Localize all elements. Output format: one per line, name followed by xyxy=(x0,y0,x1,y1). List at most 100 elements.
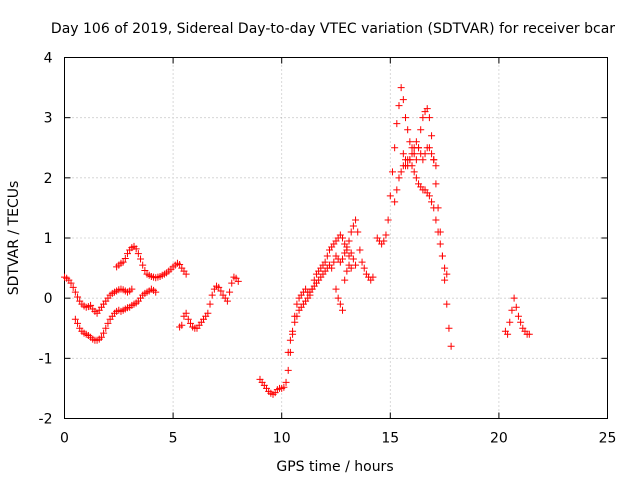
data-point-marker xyxy=(428,132,436,140)
data-point-marker xyxy=(67,279,75,287)
data-point-marker xyxy=(430,204,438,212)
data-point-marker xyxy=(289,327,297,335)
data-point-marker xyxy=(415,144,423,152)
y-tick-label: 2 xyxy=(44,171,53,187)
data-point-marker xyxy=(345,237,353,245)
data-point-marker xyxy=(369,273,377,281)
data-point-marker xyxy=(412,156,420,164)
data-point-marker xyxy=(356,246,364,254)
data-points xyxy=(61,84,533,398)
data-point-marker xyxy=(226,288,234,296)
data-point-marker xyxy=(128,285,136,293)
data-point-marker xyxy=(97,333,105,341)
data-point-marker xyxy=(393,120,401,128)
data-series-track-f xyxy=(284,246,355,356)
y-tick-label: 3 xyxy=(44,111,53,127)
data-point-marker xyxy=(391,144,399,152)
data-series-track-e xyxy=(256,216,377,398)
data-point-marker xyxy=(176,260,184,268)
data-point-marker xyxy=(428,198,436,206)
data-point-marker xyxy=(432,216,440,224)
data-point-marker xyxy=(406,138,414,146)
data-series-track-b xyxy=(71,285,160,344)
data-point-marker xyxy=(228,279,236,287)
data-point-marker xyxy=(443,300,451,308)
x-tick-label: 0 xyxy=(60,431,69,447)
y-tick-label: -1 xyxy=(39,351,53,367)
chart-title: Day 106 of 2019, Sidereal Day-to-day VTE… xyxy=(51,21,615,37)
data-point-marker xyxy=(508,306,516,314)
data-point-marker xyxy=(419,114,427,122)
data-point-marker xyxy=(328,264,336,272)
data-point-marker xyxy=(341,276,349,284)
y-axis-label: SDTVAR / TECUs xyxy=(6,181,22,296)
data-point-marker xyxy=(87,301,95,309)
data-series-track-c xyxy=(113,242,190,282)
data-point-marker xyxy=(402,114,410,122)
y-tick-label: -2 xyxy=(39,412,53,428)
data-point-marker xyxy=(343,267,351,275)
data-point-marker xyxy=(423,105,431,113)
data-point-marker xyxy=(284,366,292,374)
data-point-marker xyxy=(182,309,190,317)
data-point-marker xyxy=(234,277,242,285)
data-point-marker xyxy=(408,150,416,158)
x-tick-label: 10 xyxy=(273,431,291,447)
data-point-marker xyxy=(206,300,214,308)
data-point-marker xyxy=(217,287,225,295)
data-point-marker xyxy=(425,144,433,152)
data-point-marker xyxy=(223,297,231,305)
data-point-marker xyxy=(514,312,522,320)
data-point-marker xyxy=(104,319,112,327)
data-point-marker xyxy=(139,261,147,269)
data-point-marker xyxy=(399,96,407,104)
data-point-marker xyxy=(434,228,442,236)
data-point-marker xyxy=(286,336,294,344)
data-point-marker xyxy=(347,264,355,272)
data-point-marker xyxy=(397,84,405,92)
data-point-marker xyxy=(393,186,401,194)
data-point-marker xyxy=(428,150,436,158)
data-point-marker xyxy=(425,192,433,200)
data-point-marker xyxy=(404,126,412,134)
y-tick-label: 0 xyxy=(44,291,53,307)
data-point-marker xyxy=(332,285,340,293)
data-point-marker xyxy=(410,168,418,176)
data-point-marker xyxy=(349,255,357,263)
data-point-marker xyxy=(123,250,131,258)
axis-ticks xyxy=(64,57,608,419)
data-point-marker xyxy=(395,102,403,110)
data-point-marker xyxy=(284,348,292,356)
data-point-marker xyxy=(339,306,347,314)
data-point-marker xyxy=(339,234,347,242)
data-point-marker xyxy=(430,156,438,164)
x-tick-label: 25 xyxy=(599,431,617,447)
data-point-marker xyxy=(438,252,446,260)
data-point-marker xyxy=(504,330,512,338)
data-point-marker xyxy=(336,300,344,308)
data-point-marker xyxy=(293,300,301,308)
data-point-marker xyxy=(395,174,403,182)
data-point-marker xyxy=(137,255,145,263)
data-point-marker xyxy=(184,315,192,323)
data-point-marker xyxy=(382,231,390,239)
data-point-marker xyxy=(204,309,212,317)
data-point-marker xyxy=(208,291,216,299)
data-point-marker xyxy=(119,258,127,266)
data-point-marker xyxy=(384,216,392,224)
data-point-marker xyxy=(178,321,186,329)
data-point-marker xyxy=(406,156,414,164)
data-point-marker xyxy=(293,312,301,320)
data-point-marker xyxy=(69,283,77,291)
data-point-marker xyxy=(517,318,525,326)
data-point-marker xyxy=(321,258,329,266)
data-point-marker xyxy=(132,245,140,253)
data-point-marker xyxy=(412,138,420,146)
data-point-marker xyxy=(404,162,412,170)
data-point-marker xyxy=(304,294,312,302)
x-tick-label: 15 xyxy=(381,431,399,447)
y-tick-label: 4 xyxy=(44,51,53,67)
data-point-marker xyxy=(347,228,355,236)
data-point-marker xyxy=(419,156,427,164)
